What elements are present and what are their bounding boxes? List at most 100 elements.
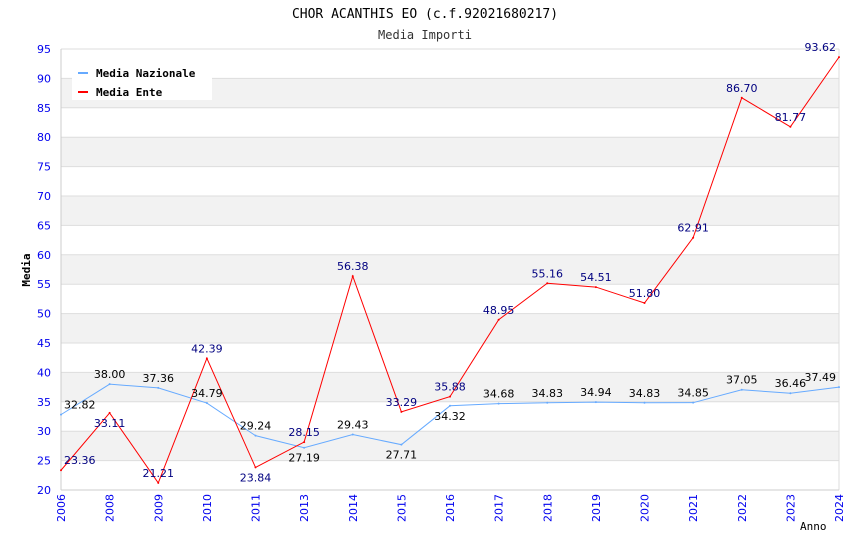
data-label: 32.82 xyxy=(64,399,96,412)
x-tick-label: 2017 xyxy=(493,494,506,522)
data-label: 23.84 xyxy=(240,471,272,484)
data-point xyxy=(449,404,451,407)
data-label: 29.24 xyxy=(240,420,272,433)
x-tick-label: 2015 xyxy=(395,494,408,522)
data-label: 34.32 xyxy=(434,410,466,423)
y-tick-label: 90 xyxy=(37,72,51,85)
data-point xyxy=(449,395,451,398)
data-point xyxy=(497,402,500,405)
legend-label: Media Nazionale xyxy=(96,67,196,80)
x-tick-label: 2010 xyxy=(201,494,214,522)
y-axis-label: Media xyxy=(20,253,33,286)
x-tick-label: 2008 xyxy=(104,494,117,522)
grid-band xyxy=(61,313,839,343)
data-label: 56.38 xyxy=(337,260,369,273)
y-tick-label: 20 xyxy=(37,484,51,497)
data-point xyxy=(400,443,403,446)
chart-title: CHOR ACANTHIS EO (c.f.92021680217) xyxy=(292,7,558,22)
data-point xyxy=(157,386,160,389)
x-tick-label: 2016 xyxy=(444,494,457,522)
data-label: 62.91 xyxy=(677,222,709,235)
data-label: 33.29 xyxy=(386,396,418,409)
data-label: 38.00 xyxy=(94,368,126,381)
chart-subtitle: Media Importi xyxy=(378,28,472,42)
data-point xyxy=(594,286,597,289)
data-point xyxy=(205,357,208,360)
data-label: 27.19 xyxy=(288,452,320,465)
y-tick-label: 60 xyxy=(37,249,51,262)
data-point xyxy=(740,388,743,391)
data-label: 37.36 xyxy=(143,372,175,385)
data-point xyxy=(838,56,840,59)
data-point xyxy=(789,125,792,128)
data-point xyxy=(643,401,646,404)
grid-band xyxy=(61,196,839,226)
y-tick-label: 75 xyxy=(37,161,51,174)
data-label: 48.95 xyxy=(483,304,515,317)
y-tick-label: 70 xyxy=(37,190,51,203)
x-tick-label: 2013 xyxy=(298,494,311,522)
data-label: 81.77 xyxy=(775,111,807,124)
data-point xyxy=(205,402,208,405)
data-point xyxy=(740,96,743,99)
data-point xyxy=(351,275,354,278)
data-point xyxy=(60,469,62,472)
y-tick-label: 85 xyxy=(37,102,51,115)
data-point xyxy=(789,392,792,395)
data-label: 33.11 xyxy=(94,417,126,430)
y-tick-label: 65 xyxy=(37,219,51,232)
data-label: 34.83 xyxy=(629,387,661,400)
data-label: 37.05 xyxy=(726,374,758,387)
data-label: 42.39 xyxy=(191,342,223,355)
data-point xyxy=(254,466,257,469)
data-label: 93.62 xyxy=(805,41,837,54)
y-tick-label: 40 xyxy=(37,366,51,379)
y-tick-label: 80 xyxy=(37,131,51,144)
y-tick-label: 25 xyxy=(37,455,51,468)
data-label: 34.83 xyxy=(532,387,564,400)
x-tick-label: 2014 xyxy=(347,494,360,522)
y-tick-label: 35 xyxy=(37,396,51,409)
x-axis-label: Anno xyxy=(800,520,827,533)
data-point xyxy=(838,386,840,389)
grid-band xyxy=(61,137,839,167)
data-label: 21.21 xyxy=(143,467,175,480)
data-point xyxy=(303,441,306,444)
y-tick-label: 55 xyxy=(37,278,51,291)
data-label: 34.85 xyxy=(677,387,709,400)
data-point xyxy=(108,383,111,386)
data-label: 27.71 xyxy=(386,449,418,462)
grid-band xyxy=(61,254,839,285)
data-label: 86.70 xyxy=(726,82,758,95)
data-point xyxy=(303,446,306,449)
data-label: 34.79 xyxy=(191,387,223,400)
data-point xyxy=(692,401,695,404)
data-point xyxy=(157,481,160,484)
data-label: 35.88 xyxy=(434,381,466,394)
data-label: 23.36 xyxy=(64,454,96,467)
data-label: 55.16 xyxy=(532,267,564,280)
data-point xyxy=(108,411,111,414)
data-label: 36.46 xyxy=(775,377,807,390)
data-label: 54.51 xyxy=(580,271,612,284)
data-label: 34.94 xyxy=(580,386,612,399)
data-point xyxy=(594,401,597,404)
legend: Media Nazionale Media Ente xyxy=(72,58,212,100)
data-point xyxy=(60,413,62,416)
data-point xyxy=(497,318,500,321)
data-label: 29.43 xyxy=(337,419,369,432)
data-label: 28.15 xyxy=(288,426,320,439)
data-point xyxy=(400,410,403,413)
x-tick-label: 2024 xyxy=(833,494,846,522)
legend-label: Media Ente xyxy=(96,86,163,99)
x-tick-label: 2019 xyxy=(590,494,603,522)
x-tick-label: 2006 xyxy=(55,494,68,522)
x-tick-label: 2011 xyxy=(250,494,263,522)
data-point xyxy=(643,302,646,305)
y-tick-label: 45 xyxy=(37,337,51,350)
x-tick-label: 2023 xyxy=(784,494,797,522)
x-tick-label: 2022 xyxy=(736,494,749,522)
x-tick-label: 2021 xyxy=(687,494,700,522)
data-point xyxy=(351,433,354,436)
